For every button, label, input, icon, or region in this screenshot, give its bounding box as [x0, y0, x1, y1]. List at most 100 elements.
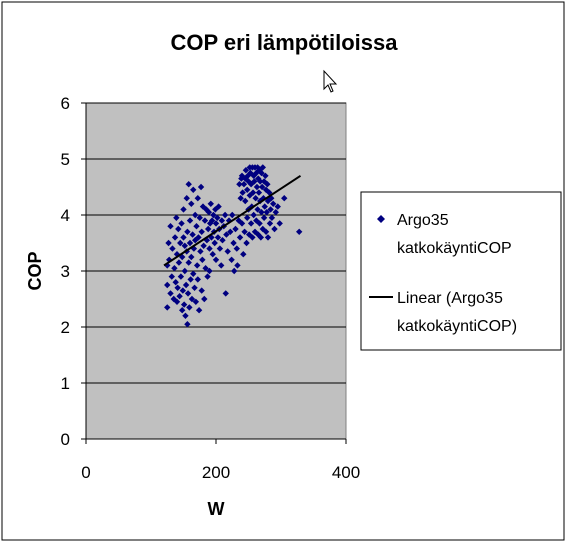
- data-point: [214, 214, 221, 221]
- y-tick-label: 5: [61, 150, 70, 169]
- data-point: [203, 206, 210, 213]
- trendline-group: [163, 174, 302, 267]
- data-point: [187, 276, 194, 283]
- y-tick-label: 4: [61, 206, 70, 225]
- data-point: [228, 256, 235, 263]
- data-point: [174, 284, 181, 291]
- data-point: [268, 214, 276, 221]
- data-point: [167, 223, 174, 230]
- data-point: [189, 231, 196, 238]
- y-tick-label: 2: [61, 318, 70, 337]
- data-point: [188, 200, 195, 207]
- data-point: [190, 270, 197, 277]
- data-point: [249, 234, 256, 241]
- data-point: [221, 211, 229, 219]
- data-point: [216, 245, 224, 252]
- data-point: [188, 295, 196, 303]
- y-tick-labels: 0 1 2 3 4 5 6: [61, 94, 86, 449]
- y-axis-label: COP: [25, 251, 45, 290]
- data-point: [186, 217, 194, 224]
- data-point: [190, 186, 197, 193]
- x-axis-label: W: [208, 499, 225, 519]
- data-point: [255, 189, 263, 196]
- data-point: [264, 197, 272, 205]
- data-point: [205, 209, 213, 216]
- data-point: [239, 189, 246, 196]
- data-point: [177, 273, 185, 280]
- data-point: [180, 206, 187, 213]
- data-point: [191, 284, 198, 291]
- data-point: [169, 245, 176, 252]
- data-point: [182, 312, 189, 319]
- data-point: [219, 237, 226, 244]
- data-point: [197, 183, 205, 191]
- data-point: [204, 273, 211, 280]
- data-point: [181, 242, 188, 249]
- x-tick-label: 0: [81, 463, 90, 482]
- data-point: [243, 239, 250, 247]
- data-point: [254, 206, 261, 213]
- data-point: [186, 239, 194, 247]
- data-point: [180, 301, 188, 308]
- data-point: [266, 220, 274, 227]
- data-point: [276, 220, 283, 227]
- x-tick-label: 400: [332, 463, 360, 482]
- data-point: [195, 234, 202, 241]
- data-point: [205, 225, 212, 233]
- data-point: [180, 234, 187, 241]
- data-point: [231, 267, 238, 275]
- data-point: [211, 239, 218, 247]
- mouse-cursor-icon: [323, 69, 338, 93]
- data-point: [244, 186, 251, 193]
- data-point: [172, 279, 179, 286]
- data-point: [253, 169, 260, 177]
- data-point: [201, 295, 208, 303]
- data-point: [251, 178, 258, 185]
- data-point: [182, 281, 190, 289]
- data-point: [245, 178, 252, 185]
- data-point: [259, 164, 266, 171]
- data-point: [202, 265, 209, 272]
- data-point: [195, 307, 203, 314]
- data-point: [186, 304, 193, 311]
- data-point: [209, 251, 216, 258]
- data-point: [214, 234, 222, 241]
- data-point: [184, 290, 192, 297]
- data-point: [197, 248, 204, 255]
- legend-box: [360, 191, 562, 351]
- data-point: [198, 228, 205, 235]
- data-point: [236, 181, 243, 188]
- chart-title: COP eri lämpötiloissa: [170, 30, 398, 55]
- data-point: [234, 262, 241, 269]
- data-point: [175, 225, 182, 233]
- data-point: [261, 203, 268, 210]
- data-point: [258, 169, 265, 177]
- data-point: [233, 245, 240, 252]
- data-point: [244, 214, 251, 221]
- data-point: [176, 293, 183, 300]
- data-point: [267, 206, 274, 213]
- data-point: [223, 231, 230, 238]
- data-point: [192, 298, 200, 305]
- data-point: [236, 234, 244, 241]
- data-point: [206, 267, 213, 275]
- data-point: [178, 220, 185, 227]
- data-point: [241, 228, 248, 235]
- data-point: [222, 290, 229, 297]
- data-point: [257, 178, 264, 185]
- data-point: [212, 220, 220, 227]
- data-point: [196, 214, 203, 221]
- data-point: [194, 195, 201, 202]
- gridlines: [86, 102, 346, 384]
- data-point: [281, 195, 288, 202]
- x-tick-label: 200: [202, 463, 230, 482]
- data-point: [177, 239, 184, 247]
- data-point: [264, 181, 271, 188]
- data-point: [242, 167, 250, 174]
- legend-series-label-line2: katkokäyntiCOP: [397, 240, 512, 257]
- data-point: [230, 239, 237, 247]
- data-point: [264, 234, 272, 241]
- data-point: [258, 209, 265, 216]
- data-point: [218, 262, 225, 269]
